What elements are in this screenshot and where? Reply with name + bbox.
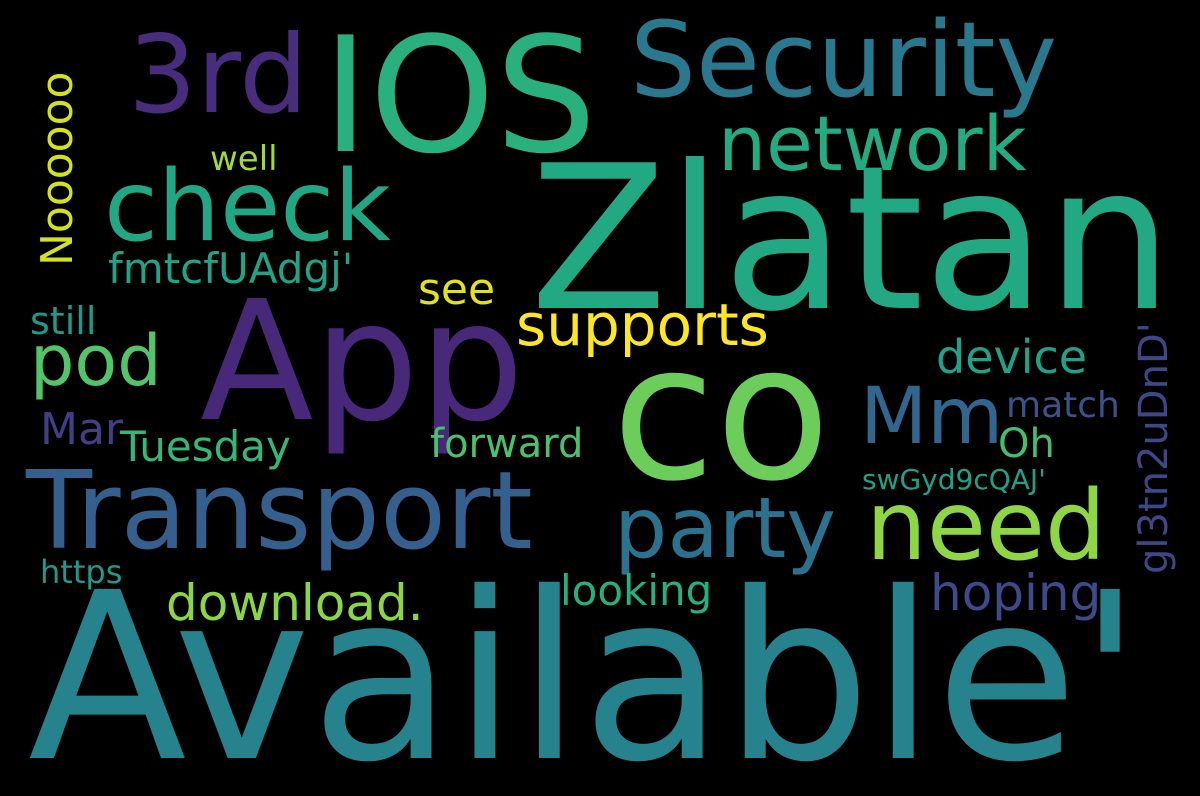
word-network: network	[718, 99, 1027, 188]
word-need: need	[866, 470, 1106, 582]
word-hoping: hoping	[930, 564, 1102, 622]
word-available: Available'	[28, 543, 1142, 796]
word-oh: Oh	[998, 421, 1055, 467]
word-check: check	[104, 150, 391, 264]
word-co: co	[612, 304, 831, 523]
word-mar: Mar	[40, 404, 124, 455]
word-looking: looking	[560, 566, 713, 615]
word-fmtcfuadgj: fmtcfUAdgj'	[108, 244, 354, 293]
word-ios: IOS	[322, 2, 597, 189]
word-see: see	[418, 264, 496, 315]
word-https: https	[40, 553, 123, 591]
word-supports: supports	[516, 291, 769, 359]
word-noooooo: Noooooo	[32, 71, 83, 266]
word-download: download.	[166, 574, 424, 632]
word-pod: pod	[30, 320, 162, 402]
word-gl3tn2udnd: gl3tn2uDnD'	[1131, 322, 1177, 574]
word-zlatan: Zlatan	[530, 123, 1173, 356]
word-app: App	[200, 266, 525, 459]
word-3rd: 3rd	[128, 13, 308, 138]
word-swgyd9cqaj: swGyd9cQAJ'	[862, 463, 1046, 496]
word-well: well	[210, 139, 278, 179]
word-party: party	[614, 479, 836, 577]
word-forward: forward	[430, 421, 584, 467]
word-tuesday: Tuesday	[120, 422, 291, 471]
word-transport: Transport	[26, 449, 533, 574]
word-mm: Mm	[860, 372, 1004, 462]
word-still: still	[30, 299, 97, 343]
word-match: match	[1006, 385, 1120, 426]
word-security: Security	[630, 0, 1058, 121]
word-device: device	[936, 330, 1088, 384]
